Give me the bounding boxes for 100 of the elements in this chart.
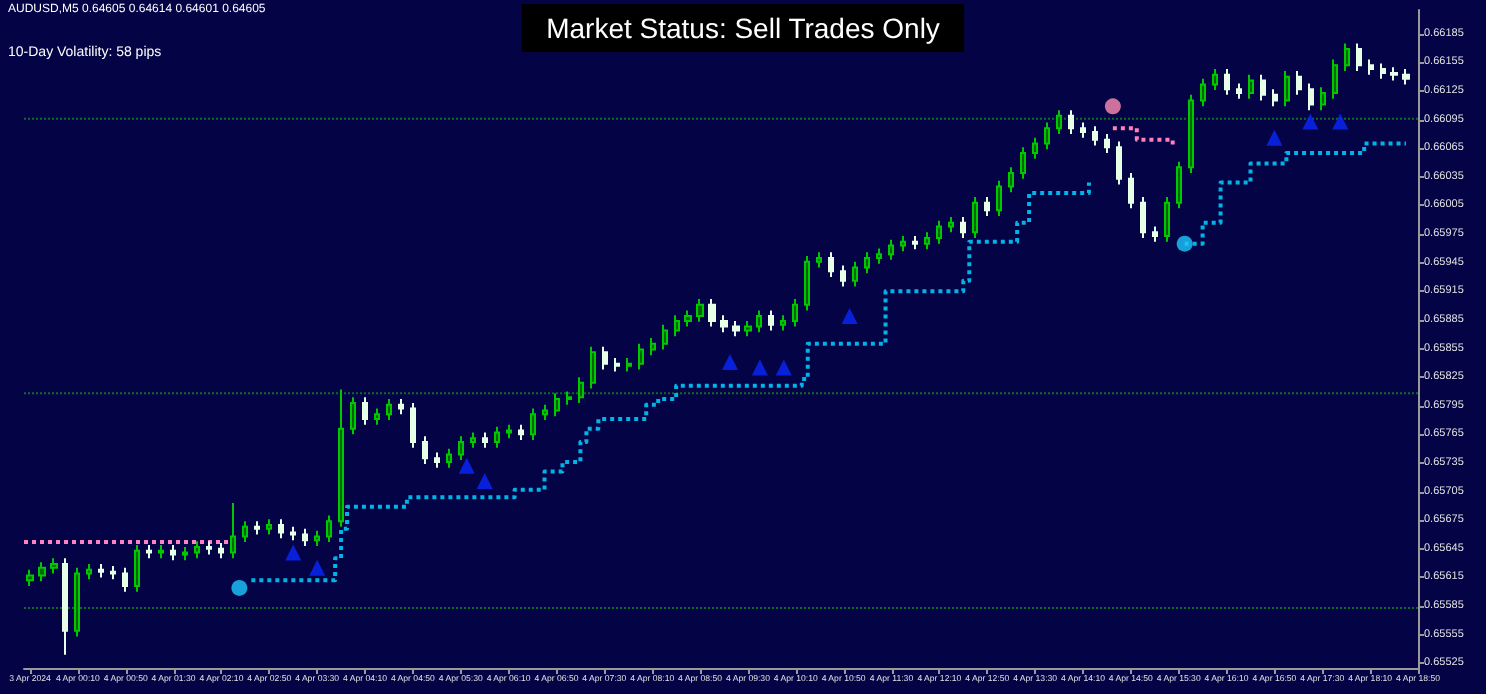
candlestick: [1008, 166, 1014, 194]
candlestick: [1032, 136, 1038, 160]
point: [1332, 113, 1349, 130]
candlestick: [1224, 68, 1230, 96]
candlestick: [1380, 62, 1386, 80]
candlestick: [110, 564, 116, 581]
candlestick: [912, 235, 918, 251]
candlestick: [50, 557, 58, 575]
candlestick: [1284, 70, 1290, 108]
candlestick: [146, 543, 152, 560]
point: [751, 359, 768, 376]
candlestick: [278, 518, 284, 540]
point: [1302, 113, 1319, 130]
candlestick: [218, 542, 224, 560]
candlestick: [482, 431, 488, 449]
candlestick: [828, 251, 834, 279]
candlestick: [744, 319, 752, 338]
candlestick: [374, 407, 380, 426]
candlestick: [542, 403, 548, 422]
candlestick: [458, 435, 464, 462]
candlestick: [1356, 42, 1362, 73]
candlestick: [290, 525, 296, 542]
candlestick: [1272, 88, 1278, 108]
point: [775, 359, 792, 376]
point: [476, 473, 493, 490]
candlestick: [38, 561, 46, 583]
candlestick: [410, 401, 416, 449]
candlestick: [720, 314, 728, 334]
candlestick: [792, 297, 798, 328]
candlestick: [780, 314, 786, 332]
candlestick: [852, 260, 858, 288]
candlestick: [1212, 68, 1218, 92]
candlestick: [590, 345, 596, 390]
point: [1176, 235, 1193, 252]
candlestick: [194, 540, 200, 560]
candlestick: [206, 540, 212, 556]
candlestick: [864, 251, 870, 275]
candlestick: [1332, 58, 1338, 100]
candlestick: [266, 518, 272, 536]
candlestick: [876, 247, 882, 265]
candlestick: [732, 319, 740, 338]
candlestick: [578, 376, 584, 404]
candlestick: [1104, 132, 1110, 155]
candlestick: [182, 545, 188, 562]
candlestick: [708, 297, 716, 328]
candlestick: [1390, 66, 1398, 82]
candlestick: [158, 543, 164, 560]
candlestick: [1320, 86, 1326, 112]
candlestick: [996, 179, 1002, 217]
candlestick: [338, 388, 344, 528]
candlestick: [86, 563, 92, 581]
candlestick: [1188, 93, 1194, 175]
candlestick: [1152, 225, 1158, 243]
candlestick: [674, 314, 680, 338]
candlestick: [1164, 195, 1170, 243]
candlestick: [638, 342, 644, 371]
candlestick: [98, 563, 104, 579]
candlestick: [326, 514, 332, 544]
chart-title: Market Status: Sell Trades Only: [546, 12, 940, 44]
point: [721, 353, 738, 370]
candlestick: [506, 423, 512, 440]
candlestick: [1056, 109, 1062, 135]
point: [458, 457, 475, 474]
candlestick: [756, 309, 762, 334]
candlestick: [518, 423, 524, 442]
candlestick: [122, 566, 128, 593]
candlestick: [314, 529, 320, 547]
candlestick: [1344, 42, 1350, 73]
candlestick: [984, 195, 990, 217]
candlestick: [1248, 73, 1254, 100]
candlestick: [684, 309, 692, 328]
candlestick: [230, 502, 236, 560]
candlestick: [768, 309, 774, 332]
candlestick: [134, 543, 140, 593]
candlestick: [1116, 140, 1122, 186]
candlestick: [1260, 73, 1266, 102]
candlestick: [62, 557, 68, 656]
candlestick: [242, 520, 248, 544]
point: [231, 579, 248, 596]
candlestick: [350, 396, 356, 436]
candlestick: [936, 219, 942, 245]
candlestick: [1020, 146, 1026, 180]
candlestick: [26, 568, 34, 587]
point: [1266, 129, 1283, 146]
candlestick: [1296, 70, 1302, 96]
candlestick: [74, 566, 80, 638]
candlestick: [530, 407, 536, 442]
candlestick: [494, 425, 500, 449]
point: [309, 559, 326, 576]
candlestick: [816, 251, 822, 269]
candlestick: [1128, 172, 1134, 210]
candlestick: [1368, 58, 1374, 76]
candlestick: [422, 435, 428, 465]
candlestick: [566, 390, 572, 406]
candlestick: [1044, 121, 1050, 151]
candlestick: [362, 396, 368, 426]
candlestick: [1176, 160, 1182, 210]
candlestick: [254, 520, 260, 536]
candlestick: [900, 235, 906, 253]
candlestick: [960, 215, 966, 239]
